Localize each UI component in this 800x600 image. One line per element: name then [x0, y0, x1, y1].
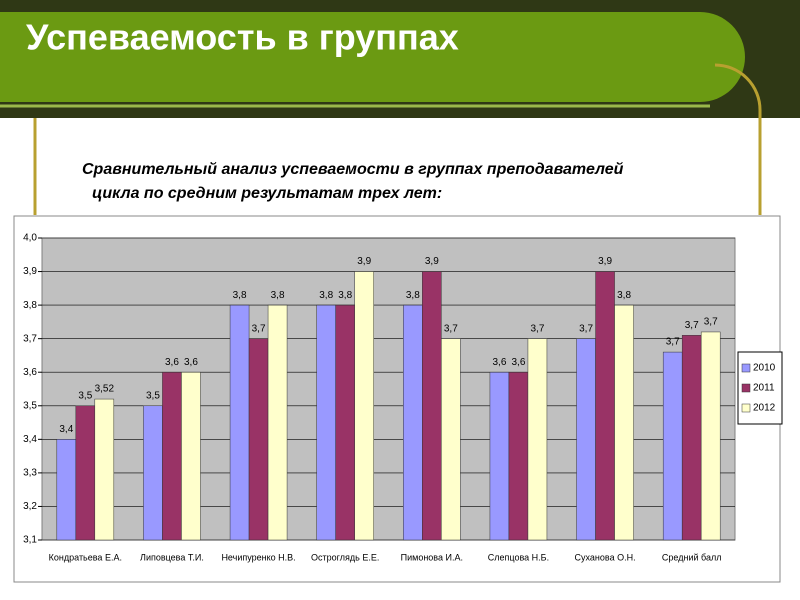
- bar: [441, 338, 461, 541]
- y-tick-label: 3,5: [23, 400, 37, 411]
- y-tick-label: 3,8: [23, 300, 37, 311]
- bar: [94, 398, 115, 541]
- x-tick-label: Нечипуренко Н.В.: [221, 552, 295, 562]
- x-tick-label: Суханова О.Н.: [575, 552, 636, 562]
- y-tick-label: 3,9: [23, 266, 37, 277]
- y-tick-label: 3,6: [23, 367, 37, 378]
- value-label: 3,4: [59, 424, 73, 435]
- x-tick-label: Пимонова И.А.: [401, 552, 463, 562]
- value-label: 3,6: [511, 357, 525, 368]
- bar: [527, 338, 548, 541]
- bar: [229, 304, 250, 541]
- y-tick-label: 4,0: [23, 233, 37, 244]
- x-tick-label: Липовцева Т.И.: [140, 552, 204, 562]
- value-label: 3,7: [252, 323, 266, 334]
- value-label: 3,6: [492, 357, 506, 368]
- value-label: 3,7: [685, 320, 699, 331]
- x-tick-label: Слепцова Н.Б.: [488, 552, 549, 562]
- y-tick-label: 3,4: [23, 434, 37, 445]
- y-tick-label: 3,7: [23, 333, 37, 344]
- bar: [335, 304, 355, 541]
- value-label: 3,8: [233, 290, 247, 301]
- bar: [267, 304, 288, 541]
- value-label: 3,8: [406, 290, 420, 301]
- bar: [162, 371, 182, 541]
- value-label: 3,7: [579, 323, 593, 334]
- bar: [489, 371, 510, 541]
- legend-swatch: [741, 403, 751, 413]
- bar: [316, 304, 336, 541]
- bar: [595, 271, 615, 541]
- value-label: 3,5: [146, 390, 160, 401]
- value-label: 3,8: [319, 290, 333, 301]
- legend-swatch: [741, 383, 751, 393]
- value-label: 3,6: [165, 357, 179, 368]
- value-label: 3,7: [444, 323, 458, 334]
- y-tick-label: 3,3: [23, 468, 37, 479]
- value-label: 3,7: [530, 323, 544, 334]
- value-label: 3,9: [357, 256, 371, 267]
- value-label: 3,8: [338, 290, 352, 301]
- bar: [614, 304, 634, 541]
- bar: [681, 335, 702, 541]
- value-label: 3,7: [704, 317, 718, 328]
- subtitle: цикла по средним результатам трех лет:: [92, 185, 442, 202]
- subtitle: Сравнительный анализ успеваемости в груп…: [82, 161, 624, 178]
- y-tick-label: 3,2: [23, 501, 37, 512]
- value-label: 3,6: [184, 357, 198, 368]
- value-label: 3,5: [78, 390, 92, 401]
- x-tick-label: Кондратьева Е.А.: [49, 552, 122, 562]
- bar: [143, 405, 163, 541]
- bar: [354, 271, 374, 541]
- legend-label: 2012: [753, 403, 776, 414]
- value-label: 3,8: [271, 290, 285, 301]
- x-tick-label: Средний балл: [662, 552, 722, 562]
- bar: [700, 331, 721, 541]
- title-band: [0, 12, 745, 102]
- value-label: 3,7: [666, 337, 680, 348]
- legend-swatch: [741, 363, 751, 373]
- bar: [422, 271, 442, 541]
- bar: [248, 338, 269, 541]
- value-label: 3,52: [95, 384, 115, 395]
- decor-line: [714, 63, 762, 215]
- bar: [403, 304, 423, 541]
- x-tick-label: Остроглядь Е.Е.: [311, 552, 379, 562]
- bar: [576, 338, 596, 541]
- legend-label: 2011: [753, 383, 775, 394]
- value-label: 3,8: [617, 290, 631, 301]
- bar: [508, 371, 529, 541]
- bar: [56, 439, 77, 541]
- bar: [181, 371, 201, 541]
- value-label: 3,9: [598, 256, 612, 267]
- bar: [75, 405, 96, 541]
- slide-title: Успеваемость в группах: [26, 17, 459, 58]
- value-label: 3,9: [425, 256, 439, 267]
- bar: [662, 351, 683, 541]
- legend-label: 2010: [753, 363, 776, 374]
- y-tick-label: 3,1: [23, 535, 37, 546]
